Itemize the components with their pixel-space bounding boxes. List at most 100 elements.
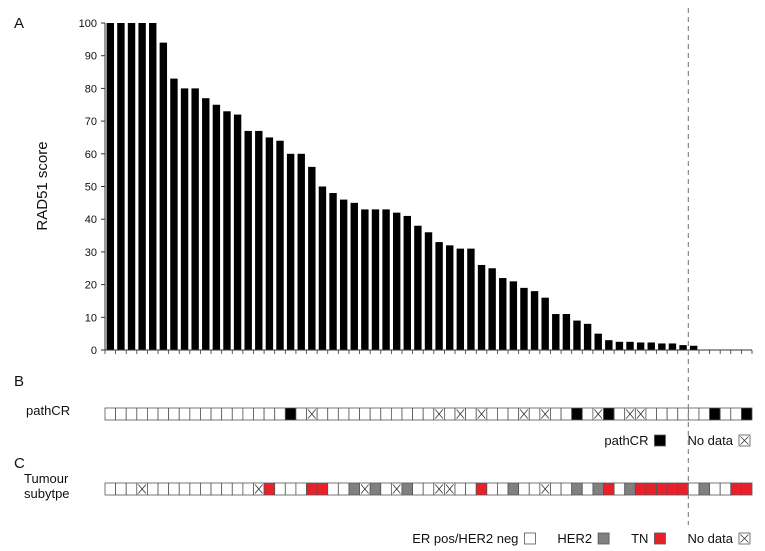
bar xyxy=(689,345,698,350)
annotation-cell-E xyxy=(210,482,223,496)
bar xyxy=(361,209,369,350)
no-data-cross xyxy=(541,484,550,494)
annotation-cell-E xyxy=(147,482,159,496)
bar xyxy=(329,193,337,350)
no-data-cross xyxy=(594,409,603,419)
bar xyxy=(541,297,549,350)
annotation-cell-Y xyxy=(709,407,721,421)
bar xyxy=(562,314,571,350)
bar xyxy=(679,345,687,350)
annotation-cell-N xyxy=(327,407,339,421)
bar xyxy=(583,323,592,350)
annotation-cell-E xyxy=(327,482,339,496)
annotation-cell-N xyxy=(274,407,286,421)
annotation-cell-N xyxy=(401,407,413,421)
annotation-cell-Y xyxy=(654,434,666,447)
annotation-cell-N xyxy=(147,407,159,421)
bar xyxy=(530,291,539,350)
bar xyxy=(626,341,634,350)
y-tick-label: 10 xyxy=(85,312,97,324)
annotation-cell-T xyxy=(730,482,742,496)
annotation-cell-T xyxy=(603,482,615,496)
bar xyxy=(499,278,507,350)
y-tick-label: 40 xyxy=(85,214,97,226)
annotation-cell-N xyxy=(666,407,679,421)
bar xyxy=(636,342,645,350)
annotation-cell-Y xyxy=(603,407,615,421)
bar xyxy=(339,199,348,350)
subtype-row-label-line1: Tumour xyxy=(24,471,69,486)
bar xyxy=(244,130,252,350)
annotation-cell-T xyxy=(475,482,488,496)
annotation-cell-E xyxy=(168,482,180,496)
annotation-cell-T xyxy=(740,482,753,496)
subtype-legend: No data TN HER2 ER pos/HER2 neg xyxy=(412,531,751,546)
bar xyxy=(446,245,454,350)
y-tick-label: 50 xyxy=(85,182,97,194)
annotation-cell-E xyxy=(337,482,350,496)
bar xyxy=(594,333,602,350)
bar xyxy=(456,248,465,350)
bar xyxy=(668,343,677,350)
annotation-cell-N xyxy=(189,407,201,421)
annotation-cell-N xyxy=(253,407,265,421)
annotation-cell-E xyxy=(157,482,170,496)
annotation-cell-E xyxy=(613,482,626,496)
bar xyxy=(117,23,125,350)
no-data-cross xyxy=(434,409,444,419)
annotation-cell-H xyxy=(507,482,520,496)
bar xyxy=(615,341,624,350)
y-tick-label: 100 xyxy=(79,18,97,30)
annotation-cell-E xyxy=(295,482,307,496)
annotation-cell-Y xyxy=(740,407,753,421)
annotation-cell-N xyxy=(528,407,541,421)
annotation-cell-N xyxy=(613,407,626,421)
annotation-cell-N xyxy=(465,407,477,421)
annotation-cell-E xyxy=(115,482,127,496)
bar xyxy=(255,130,263,350)
annotation-cell-T xyxy=(634,482,647,496)
annotation-cell-N xyxy=(348,407,360,421)
annotation-cell-E xyxy=(242,482,254,496)
bar xyxy=(265,137,274,350)
annotation-cell-E xyxy=(454,482,467,496)
annotation-cell-E xyxy=(221,482,233,496)
bar xyxy=(477,264,486,350)
annotation-cell-E xyxy=(550,482,562,496)
annotation-cell-N xyxy=(263,407,276,421)
panel-c-label: C xyxy=(14,455,25,472)
no-data-cross xyxy=(307,409,316,419)
bar xyxy=(297,153,305,350)
annotation-cell-E xyxy=(125,482,138,496)
annotation-cell-T xyxy=(316,482,329,496)
annotation-cell-N xyxy=(125,407,138,421)
annotation-cell-N xyxy=(136,407,148,421)
legend-label: pathCR xyxy=(604,433,648,448)
annotation-cell-E xyxy=(200,482,212,496)
bar xyxy=(276,140,284,350)
annotation-cell-N xyxy=(295,407,307,421)
annotation-cell-E xyxy=(189,482,201,496)
no-data-cross xyxy=(740,534,749,543)
bar xyxy=(138,23,146,350)
annotation-cell-N xyxy=(507,407,520,421)
subtype-row xyxy=(104,482,753,496)
bar xyxy=(573,320,581,350)
no-data-cross xyxy=(138,484,147,494)
annotation-cell-E xyxy=(104,482,117,496)
annotation-cell-H xyxy=(624,482,636,496)
no-data-cross xyxy=(740,436,749,445)
annotation-cell-T xyxy=(306,482,318,496)
annotation-cell-E xyxy=(178,482,191,496)
bar xyxy=(647,342,655,350)
annotation-cell-E xyxy=(465,482,477,496)
annotation-cell-N xyxy=(677,407,689,421)
bar xyxy=(191,88,199,351)
annotation-cell-N xyxy=(359,407,371,421)
bar xyxy=(382,209,390,350)
y-axis-title: RAD51 score xyxy=(34,141,51,230)
annotation-cell-H xyxy=(571,482,583,496)
no-data-cross xyxy=(519,409,529,419)
annotation-cell-H xyxy=(592,482,604,496)
